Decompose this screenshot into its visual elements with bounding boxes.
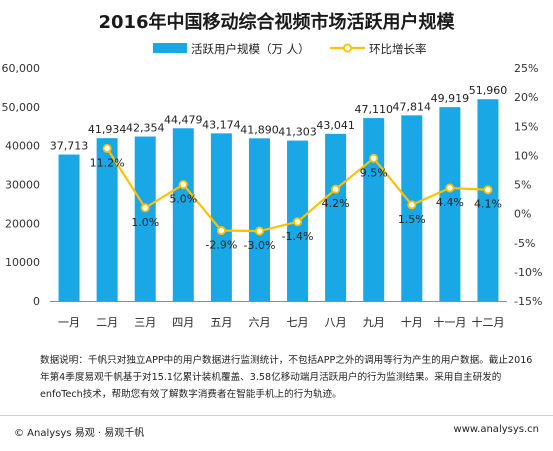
x-axis-tick-label: 一月 — [58, 316, 80, 329]
x-axis-tick-label: 十一月 — [433, 315, 466, 329]
left-axis-tick-label: 40000 — [5, 140, 40, 153]
growth-rate-marker — [102, 143, 112, 153]
growth-rate-label: -2.9% — [205, 239, 237, 252]
growth-rate-label: 4.1% — [474, 198, 502, 211]
growth-rate-label: 4.2% — [322, 197, 350, 210]
left-axis-tick-label: 0 — [33, 295, 40, 308]
growth-rate-marker — [178, 179, 188, 189]
bar-value-label: 43,041 — [316, 119, 355, 132]
growth-rate-label: 5.0% — [169, 193, 197, 206]
growth-rate-marker — [331, 184, 341, 194]
right-axis-tick-label: 10% — [514, 149, 538, 162]
right-axis-tick-label: 20% — [514, 91, 538, 104]
left-axis-tick-label: 10000 — [5, 256, 40, 269]
growth-rate-label: 1.0% — [131, 216, 159, 229]
bar-value-label: 42,354 — [126, 122, 165, 135]
x-axis-tick-label: 九月 — [363, 316, 385, 329]
bar — [363, 118, 385, 301]
left-axis-tick-label: 60,000 — [2, 62, 41, 75]
x-axis-tick-label: 十月 — [401, 315, 423, 329]
data-note: 数据说明：千帆只对独立APP中的用户数据进行监测统计，不包括APP之外的调用等行… — [40, 355, 533, 400]
legend-bar-label: 活跃用户规模（万 人） — [191, 42, 310, 56]
growth-rate-label: 11.2% — [90, 156, 125, 169]
bar-value-label: 41,303 — [278, 126, 317, 139]
growth-rate-marker — [483, 185, 493, 195]
bar — [134, 136, 156, 301]
x-axis-tick-label: 二月 — [96, 316, 118, 329]
legend-line-marker — [342, 43, 352, 53]
bar-value-label: 47,110 — [354, 103, 393, 116]
legend-bar-swatch — [153, 43, 187, 53]
growth-rate-marker — [140, 203, 150, 213]
right-axis-tick-label: 5% — [514, 179, 531, 192]
growth-rate-marker — [369, 153, 379, 163]
footer-divider — [0, 415, 553, 416]
bar-value-label: 51,960 — [469, 84, 508, 97]
bar-value-label: 47,814 — [393, 100, 432, 113]
growth-rate-marker — [445, 183, 455, 193]
bar-value-label: 43,174 — [202, 118, 241, 131]
x-axis-tick-label: 三月 — [134, 316, 156, 329]
growth-rate-label: -1.4% — [282, 230, 314, 243]
legend-line-label: 环比增长率 — [369, 42, 427, 56]
growth-rate-marker — [407, 200, 417, 210]
left-axis-tick-label: 50,000 — [2, 101, 41, 114]
x-axis-tick-label: 七月 — [287, 316, 309, 329]
right-axis-tick-label: 0% — [514, 208, 531, 221]
growth-rate-marker — [216, 226, 226, 236]
right-axis-tick-label: -5% — [514, 237, 535, 250]
bar — [248, 138, 270, 301]
bar-value-label: 41,934 — [88, 123, 127, 136]
growth-rate-label: 1.5% — [398, 213, 426, 226]
growth-rate-label: 4.4% — [436, 196, 464, 209]
growth-rate-label: 9.5% — [360, 166, 388, 179]
bar — [58, 154, 80, 301]
footer-copyright: © Analysys 易观 · 易观千帆 — [14, 428, 145, 439]
bar — [210, 133, 232, 301]
bar-value-label: 49,919 — [431, 92, 470, 105]
left-axis-tick-label: 20000 — [5, 217, 40, 230]
bar-value-label: 44,479 — [164, 113, 203, 126]
bar — [477, 99, 499, 301]
right-axis-tick-label: 25% — [514, 62, 538, 75]
bar-value-label: 41,890 — [240, 123, 279, 136]
right-axis-tick-label: -10% — [514, 266, 542, 279]
right-axis-tick-label: 15% — [514, 120, 538, 133]
bar-value-label: 37,713 — [50, 140, 89, 153]
x-axis-tick-label: 四月 — [172, 316, 194, 329]
x-axis-tick-label: 十二月 — [471, 315, 504, 329]
footer-website: www.analysys.cn — [453, 424, 539, 435]
bar — [325, 133, 347, 301]
growth-rate-label: -3.0% — [243, 239, 275, 252]
x-axis-tick-label: 五月 — [210, 316, 232, 329]
growth-rate-marker — [254, 226, 264, 236]
x-axis-tick-label: 八月 — [325, 316, 347, 329]
left-axis-tick-label: 30000 — [5, 179, 40, 192]
bar — [439, 107, 461, 301]
bar — [172, 128, 194, 301]
bar — [96, 138, 118, 301]
chart-title: 2016年中国移动综合视频市场活跃用户规模 — [98, 12, 455, 33]
growth-rate-marker — [293, 217, 303, 227]
x-axis-tick-label: 六月 — [248, 316, 270, 329]
right-axis-tick-label: -15% — [514, 295, 542, 308]
